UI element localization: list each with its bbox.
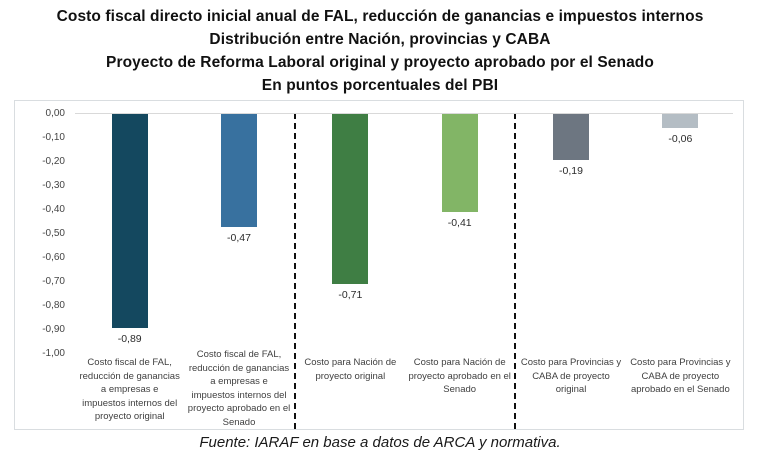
bar-value-label: -0,71 (338, 289, 363, 301)
bar-zone: -0,89 (75, 113, 184, 353)
bar-column: -0,47 Costo fiscal de FAL, reducción de g… (184, 113, 293, 429)
bar-zone: -0,41 (405, 113, 514, 353)
bar-column: -0,71 Costo para Nación de proyecto origi… (296, 113, 405, 429)
bar-value-label: -0,41 (447, 217, 472, 229)
bar-value-label: -0,47 (227, 232, 251, 244)
title-line-3: Proyecto de Reforma Laboral original y p… (106, 54, 654, 71)
title-line-2: Distribución entre Nación, provincias y … (209, 31, 551, 48)
bar-column: -0,41 Costo para Nación de proyecto aprob… (405, 113, 514, 429)
y-tick-label: -0,30 (42, 180, 65, 191)
chart-area: 0,00 -0,10 -0,20 -0,30 -0,40 -0,50 -0,60 -0,70-… (14, 100, 744, 430)
bar (332, 114, 369, 284)
bar-group: -0,89 Costo fiscal de FAL, reducción de g… (75, 113, 294, 429)
bar-group: -0,71 Costo para Nación de proyecto origi… (293, 113, 515, 429)
y-axis: 0,00 -0,10 -0,20 -0,30 -0,40 -0,50 -0,60 -0,70 -… (19, 108, 75, 359)
bar-group: -0,19 Costo para Provincias y CABA de pro… (514, 113, 735, 429)
chart-title: Costo fiscal directo inicial anual de FA… (0, 0, 760, 97)
zero-gridline (75, 113, 733, 114)
bar (441, 114, 478, 212)
bar (111, 114, 148, 328)
bar-zone: -0,47 (184, 113, 293, 345)
bar-value-label: -0,06 (668, 133, 693, 145)
plot-area: -0,89 Costo fiscal de FAL, reducción de g… (75, 113, 735, 429)
y-tick-label: -1,00 (42, 348, 65, 359)
bar (221, 114, 258, 227)
bar-zone: -0,06 (626, 113, 735, 353)
y-tick-label: -0,20 (42, 156, 65, 167)
y-tick-label: -0,50 (42, 228, 65, 239)
bar-column: -0,19 Costo para Provincias y CABA de pro… (516, 113, 625, 429)
y-tick-label: -0,80 (42, 300, 65, 311)
y-tick-label: -0,70 (42, 276, 65, 287)
category-label: Costo fiscal de FAL, reducción de gananc… (187, 349, 291, 428)
title-line-1: Costo fiscal directo inicial anual de FA… (56, 8, 704, 25)
bar-zone: -0,71 (296, 113, 405, 353)
category-label: Costo para Provincias y CABA de proyecto… (520, 357, 622, 395)
bar (553, 114, 590, 160)
category-label: Costo para Provincias y CABA de proyecto… (630, 357, 731, 395)
bar-value-label: -0,19 (559, 165, 583, 177)
bar-groups: -0,89 Costo fiscal de FAL, reducción de g… (75, 113, 735, 429)
bar (662, 114, 699, 128)
y-tick-label: -0,90 (42, 324, 65, 335)
bar-zone: -0,19 (516, 113, 625, 353)
source-note: Fuente: IARAF en base a datos de ARCA y … (199, 434, 561, 451)
bar-value-label: -0,89 (117, 333, 142, 345)
category-label: Costo para Nación de proyecto original (304, 357, 397, 382)
category-label: Costo para Nación de proyecto aprobado e… (408, 357, 511, 395)
title-line-4: En puntos porcentuales del PBI (261, 77, 499, 94)
bar-column: -0,89 Costo fiscal de FAL, reducción de g… (75, 113, 184, 429)
bar-column: -0,06 Costo para Provincias y CABA de pro… (626, 113, 735, 429)
y-tick-label: 0,00 (45, 108, 65, 119)
y-tick-label: -0,60 (42, 252, 65, 263)
category-label: Costo fiscal de FAL, reducción de gananc… (79, 357, 180, 422)
y-tick-label: -0,10 (42, 132, 65, 143)
y-tick-label: -0,40 (42, 204, 65, 215)
